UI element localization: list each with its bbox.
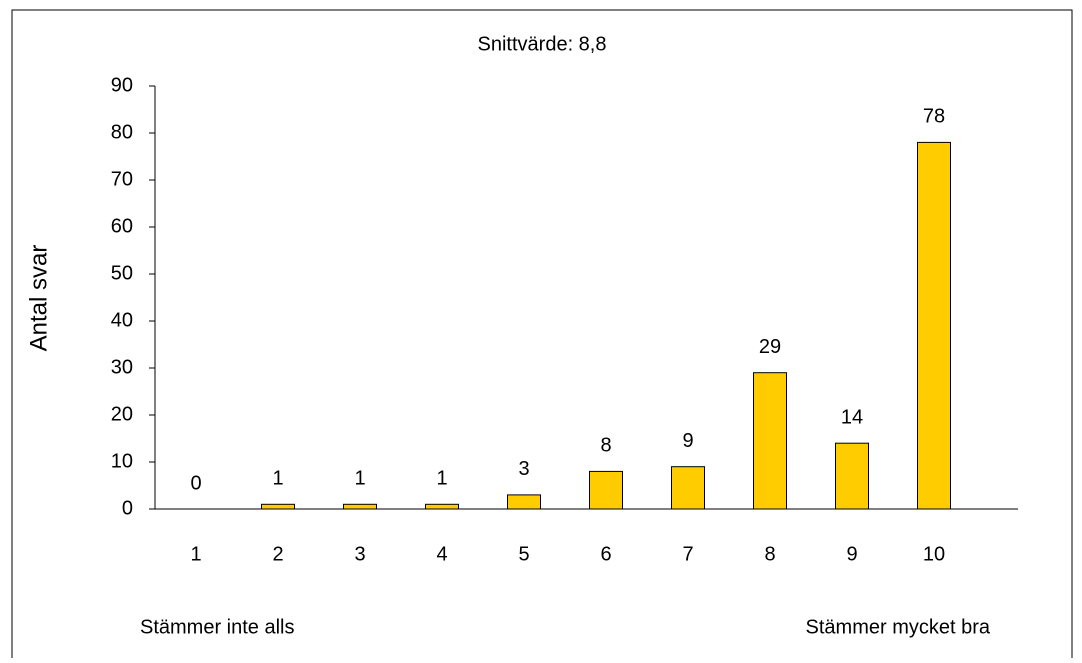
y-axis-label: Antal svar <box>25 245 52 352</box>
x-tick-label: 6 <box>600 543 611 565</box>
bar <box>753 372 787 510</box>
bar <box>917 141 951 510</box>
y-tick-label: 0 <box>122 497 133 519</box>
x-tick-label: 4 <box>436 543 447 565</box>
x-tick-label: 10 <box>923 543 945 565</box>
bar <box>671 466 705 510</box>
y-tick-label: 60 <box>111 215 133 237</box>
data-label: 29 <box>759 336 781 358</box>
x-tick-label: 2 <box>272 543 283 565</box>
y-tick-label: 50 <box>111 262 133 284</box>
y-tick-label: 20 <box>111 403 133 425</box>
bar <box>261 503 295 510</box>
bar <box>835 442 869 510</box>
x-tick-label: 1 <box>190 543 201 565</box>
x-tick-label: 3 <box>354 543 365 565</box>
data-label: 3 <box>518 458 529 480</box>
bar <box>507 494 541 510</box>
data-label: 0 <box>190 472 201 494</box>
annotation: Stämmer mycket bra <box>806 616 991 638</box>
data-label: 1 <box>354 468 365 490</box>
x-tick-label: 5 <box>518 543 529 565</box>
annotation: Stämmer inte alls <box>140 616 295 638</box>
bar <box>589 470 623 510</box>
data-label: 78 <box>923 106 945 128</box>
bar <box>343 503 377 510</box>
frame <box>11 9 1073 658</box>
data-label: 1 <box>436 468 447 490</box>
x-tick-label: 8 <box>764 543 775 565</box>
x-tick-label: 9 <box>846 543 857 565</box>
y-tick-label: 70 <box>111 168 133 190</box>
bar <box>425 503 459 510</box>
y-tick-label: 40 <box>111 309 133 331</box>
data-label: 9 <box>682 430 693 452</box>
x-tick-label: 7 <box>682 543 693 565</box>
y-tick-label: 10 <box>111 450 133 472</box>
y-tick-label: 80 <box>111 121 133 143</box>
y-tick-label: 90 <box>111 74 133 96</box>
data-label: 14 <box>841 406 863 428</box>
y-tick-label: 30 <box>111 356 133 378</box>
data-label: 1 <box>272 468 283 490</box>
chart-title: Snittvärde: 8,8 <box>478 33 607 55</box>
data-label: 8 <box>600 435 611 457</box>
